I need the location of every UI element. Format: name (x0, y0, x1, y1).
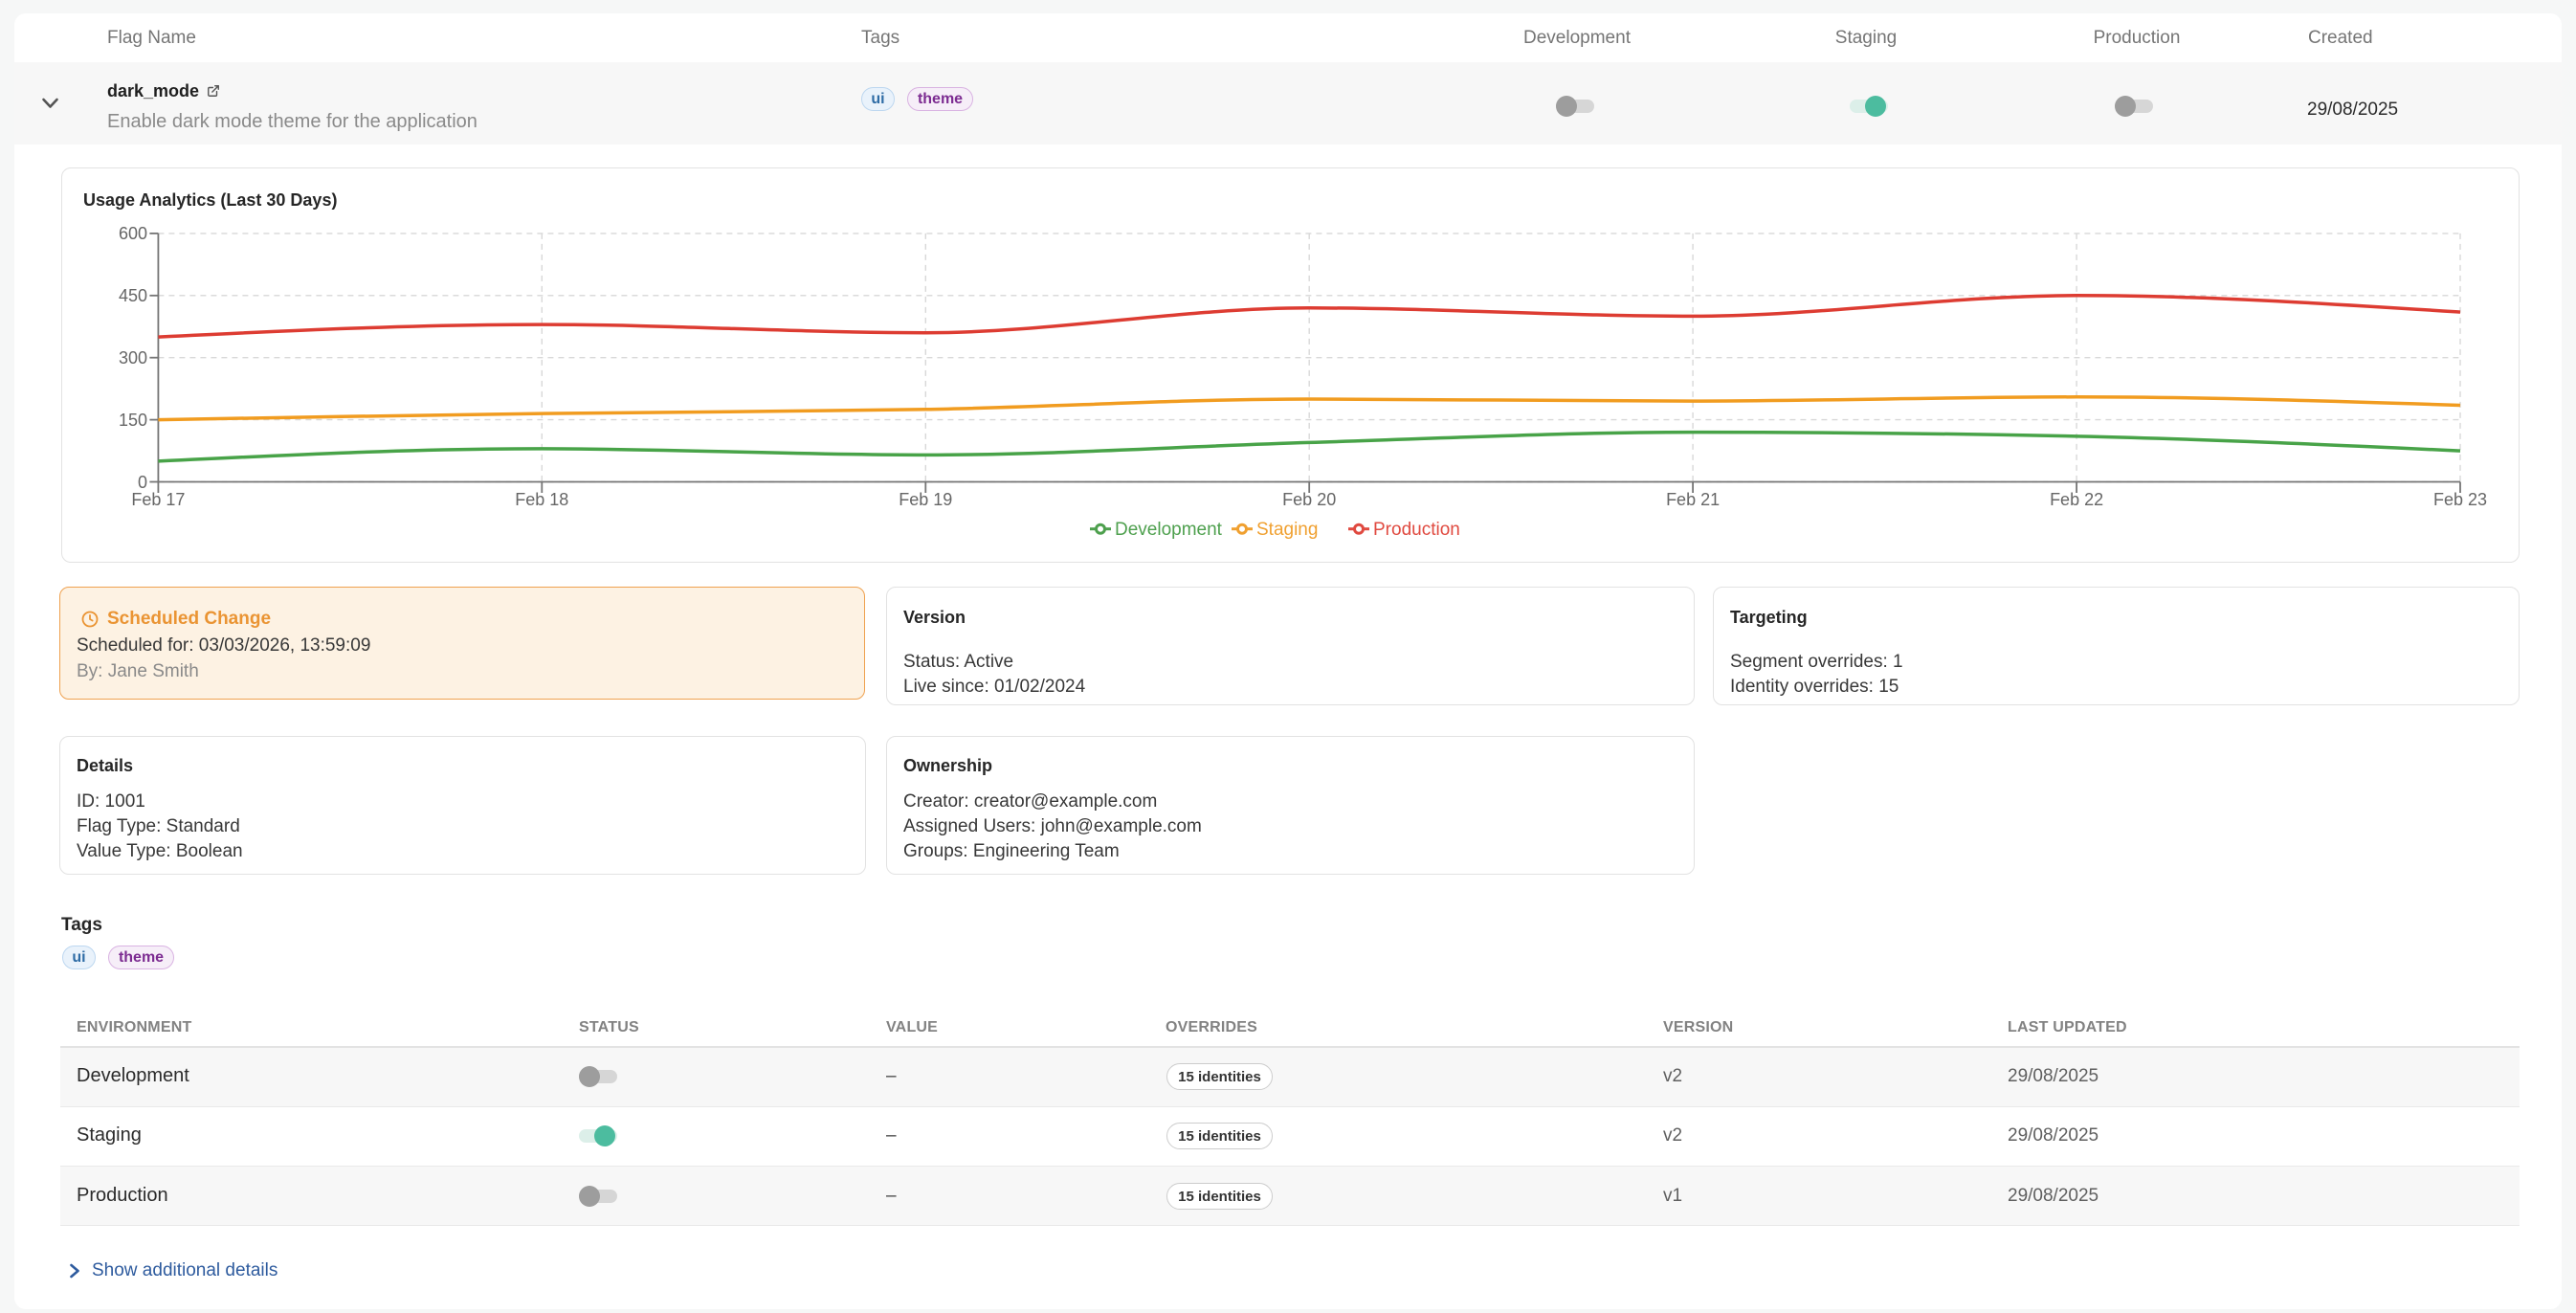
svg-text:600: 600 (119, 224, 147, 243)
svg-text:Feb 17: Feb 17 (131, 490, 185, 509)
svg-text:Production: Production (1373, 520, 1460, 540)
svg-text:450: 450 (119, 286, 147, 305)
svg-text:Feb 21: Feb 21 (1666, 490, 1720, 509)
svg-text:Feb 22: Feb 22 (2050, 490, 2103, 509)
svg-text:Feb 19: Feb 19 (899, 490, 952, 509)
svg-text:Feb 18: Feb 18 (515, 490, 568, 509)
svg-text:Development: Development (1115, 520, 1223, 540)
svg-text:0: 0 (138, 473, 147, 492)
svg-text:Feb 20: Feb 20 (1282, 490, 1336, 509)
svg-text:Feb 23: Feb 23 (2433, 490, 2487, 509)
svg-text:150: 150 (119, 411, 147, 430)
svg-text:300: 300 (119, 348, 147, 367)
svg-text:Staging: Staging (1256, 520, 1318, 540)
